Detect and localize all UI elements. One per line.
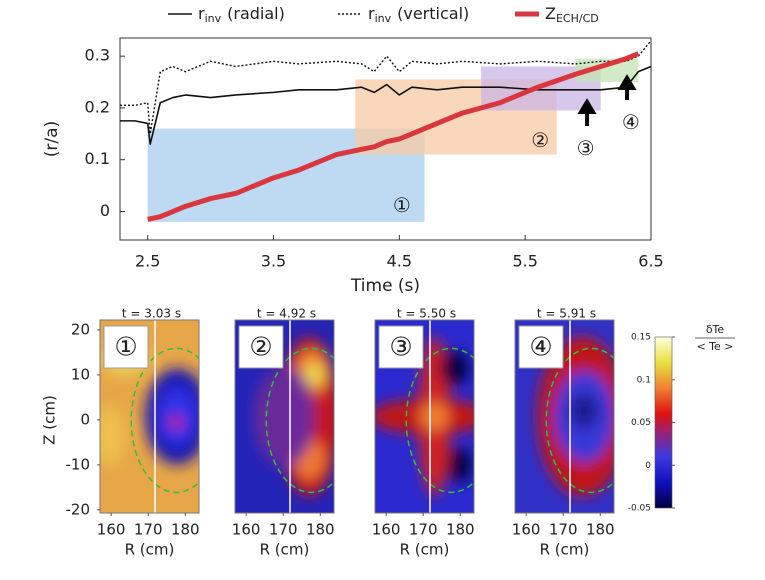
colorbar-tick-label: -0.05 xyxy=(628,504,651,514)
region-label: ④ xyxy=(622,110,640,134)
legend-label: rinv (vertical) xyxy=(368,4,469,26)
panel-frame xyxy=(374,319,475,514)
legend-suffix: (vertical) xyxy=(397,4,469,23)
heatmap-feature xyxy=(420,402,449,431)
panel-label: ① xyxy=(114,333,137,363)
x-axis-label: R (cm) xyxy=(260,541,310,559)
heatmap-feature xyxy=(254,366,315,467)
x-tick-label: 5.5 xyxy=(512,252,537,271)
y-tick-label: 0.2 xyxy=(85,97,110,116)
flux-surface xyxy=(265,347,334,494)
region-label: ① xyxy=(393,193,411,217)
panel-frame xyxy=(99,319,200,514)
y-tick-label: 10 xyxy=(71,365,90,383)
x-tick-label: 3.5 xyxy=(261,252,286,271)
x-axis-label: R (cm) xyxy=(400,541,450,559)
heatmap-feature xyxy=(170,416,183,429)
panel-label: ④ xyxy=(529,333,552,363)
highlight-region xyxy=(575,58,639,83)
flux-surface xyxy=(405,347,474,494)
arrows xyxy=(577,74,637,126)
x-tick-label: 170 xyxy=(269,521,298,539)
panel-label-box xyxy=(103,325,149,369)
y-axis-label: Z (cm) xyxy=(41,395,59,445)
legend-label: ZECH/CD xyxy=(545,4,599,26)
colorbar-tick-label: 0.05 xyxy=(631,418,651,428)
y-tick-label: 0.3 xyxy=(85,46,110,65)
heatmap xyxy=(375,320,474,513)
x-tick-label: 4.5 xyxy=(387,252,412,271)
flux-surface xyxy=(545,347,614,494)
x-axis-label: R (cm) xyxy=(125,541,175,559)
legend-subscript: inv xyxy=(205,12,222,25)
x-tick-label: 180 xyxy=(446,521,475,539)
panel-label: ③ xyxy=(389,333,412,363)
y-axis-label: (r/a) xyxy=(42,121,62,157)
panel-label-box xyxy=(518,325,564,369)
series-line xyxy=(120,65,652,145)
legend-suffix: (radial) xyxy=(227,4,285,23)
x-tick-label: 170 xyxy=(549,521,578,539)
legend-name: Z xyxy=(545,4,556,23)
y-tick-label: 0.1 xyxy=(85,149,110,168)
panel-label-box xyxy=(378,325,424,369)
flux-surface xyxy=(130,347,199,494)
x-tick-label: 160 xyxy=(97,521,126,539)
y-tick-label: -10 xyxy=(66,455,91,473)
legend-name: r xyxy=(198,4,205,23)
series-line xyxy=(147,51,640,222)
panel-label-box xyxy=(238,325,284,369)
legend-label: rinv (radial) xyxy=(198,4,285,26)
x-axis-label: R (cm) xyxy=(540,541,590,559)
panel-title: t = 5.50 s xyxy=(397,307,456,321)
x-tick-label: 170 xyxy=(134,521,163,539)
x-tick-label: 160 xyxy=(232,521,261,539)
legend-name: r xyxy=(368,4,375,23)
heatmap-features xyxy=(375,336,474,497)
y-tick-label: -20 xyxy=(66,500,91,518)
heatmap-feature xyxy=(570,392,599,429)
heatmap-feature xyxy=(440,350,469,387)
legend-subscript: inv xyxy=(375,12,392,25)
panel-title: t = 3.03 s xyxy=(122,307,181,321)
heatmap-feature xyxy=(305,363,324,386)
heatmap-feature xyxy=(100,405,124,466)
colorbar-tick-label: 0 xyxy=(645,461,651,471)
colorbar-tick-label: 0.1 xyxy=(637,375,651,385)
colorbar-tick-label: 0.15 xyxy=(631,333,651,343)
series-line xyxy=(120,40,652,135)
x-axis-label: Time (s) xyxy=(350,276,420,296)
x-tick-label: 160 xyxy=(512,521,541,539)
x-tick-label: 170 xyxy=(409,521,438,539)
colorbar-label-bottom: < Te > xyxy=(696,340,733,353)
x-tick-label: 180 xyxy=(586,521,615,539)
region-label: ③ xyxy=(577,136,595,160)
y-tick-label: 20 xyxy=(71,320,90,338)
x-tick-label: 180 xyxy=(171,521,200,539)
colorbar xyxy=(654,336,673,509)
plot-frame xyxy=(119,37,652,241)
legend-subscript: ECH/CD xyxy=(556,12,599,25)
panel-title: t = 4.92 s xyxy=(257,307,316,321)
panel-frame xyxy=(234,319,335,514)
colorbar-label-top: δTe xyxy=(706,323,725,336)
arrow xyxy=(577,98,597,126)
region-label: ② xyxy=(531,128,549,152)
y-tick-label: 0 xyxy=(100,201,110,220)
x-tick-label: 6.5 xyxy=(638,252,663,271)
heatmap-features xyxy=(537,336,614,497)
x-tick-label: 2.5 xyxy=(135,252,160,271)
y-tick-label: 0 xyxy=(80,410,90,428)
x-tick-label: 160 xyxy=(372,521,401,539)
panel-frame xyxy=(514,319,615,514)
x-tick-label: 180 xyxy=(306,521,335,539)
panel-label: ② xyxy=(249,333,272,363)
heatmap-feature xyxy=(447,446,472,483)
panel-title: t = 5.91 s xyxy=(537,307,596,321)
